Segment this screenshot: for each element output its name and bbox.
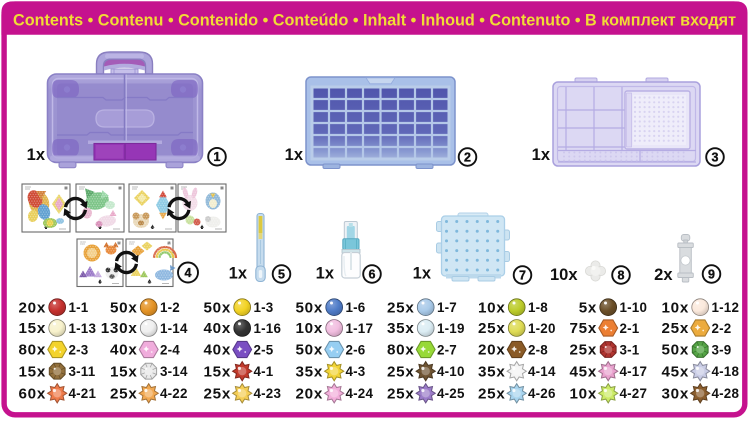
svg-text:1-17: 1-17	[346, 321, 374, 336]
svg-text:3-14: 3-14	[160, 364, 188, 379]
svg-text:15x: 15x	[110, 363, 138, 380]
svg-text:25x: 25x	[478, 386, 506, 403]
svg-text:4-21: 4-21	[69, 386, 97, 401]
svg-text:1-14: 1-14	[160, 321, 188, 336]
svg-text:1-16: 1-16	[254, 321, 282, 336]
svg-text:40x: 40x	[203, 342, 231, 359]
svg-text:10x: 10x	[550, 266, 578, 284]
svg-text:50x: 50x	[203, 299, 231, 316]
svg-text:35x: 35x	[478, 363, 506, 380]
svg-text:15x: 15x	[18, 363, 46, 380]
svg-text:2-4: 2-4	[160, 342, 180, 357]
svg-text:9: 9	[708, 267, 715, 281]
svg-text:1-20: 1-20	[528, 321, 556, 336]
svg-text:20x: 20x	[478, 342, 506, 359]
svg-text:3-1: 3-1	[620, 342, 640, 357]
svg-text:2-5: 2-5	[254, 342, 274, 357]
svg-text:15x: 15x	[18, 320, 46, 337]
svg-text:2-3: 2-3	[69, 342, 89, 357]
svg-text:5x: 5x	[579, 299, 598, 316]
svg-text:2-8: 2-8	[528, 342, 548, 357]
svg-text:50x: 50x	[295, 299, 323, 316]
svg-text:1x: 1x	[413, 265, 432, 283]
svg-text:25x: 25x	[387, 386, 415, 403]
svg-text:4-28: 4-28	[712, 386, 740, 401]
svg-text:4-25: 4-25	[437, 386, 465, 401]
svg-text:45x: 45x	[569, 363, 597, 380]
svg-text:1x: 1x	[316, 265, 335, 283]
svg-text:Contents • Contenu • Contenido: Contents • Contenu • Contenido • Conteúd…	[13, 12, 736, 30]
svg-text:2: 2	[464, 150, 471, 164]
svg-text:1-2: 1-2	[160, 300, 180, 315]
svg-text:8: 8	[618, 268, 625, 282]
svg-text:1: 1	[214, 150, 221, 164]
svg-text:4-23: 4-23	[254, 386, 282, 401]
svg-text:2-7: 2-7	[437, 342, 457, 357]
svg-text:25x: 25x	[387, 363, 415, 380]
svg-text:1x: 1x	[229, 265, 248, 283]
svg-text:80x: 80x	[387, 342, 415, 359]
svg-text:35x: 35x	[387, 320, 415, 337]
svg-text:80x: 80x	[18, 342, 46, 359]
svg-text:4-26: 4-26	[528, 386, 556, 401]
svg-text:50x: 50x	[661, 342, 689, 359]
svg-text:2x: 2x	[654, 266, 673, 284]
svg-text:1-19: 1-19	[437, 321, 465, 336]
svg-text:3: 3	[712, 150, 719, 164]
svg-text:4-18: 4-18	[712, 364, 740, 379]
svg-text:1-8: 1-8	[528, 300, 548, 315]
svg-text:25x: 25x	[569, 342, 597, 359]
svg-text:50x: 50x	[295, 342, 323, 359]
svg-text:15x: 15x	[203, 363, 231, 380]
svg-text:1-3: 1-3	[254, 300, 274, 315]
svg-text:4-14: 4-14	[528, 364, 556, 379]
svg-text:20x: 20x	[18, 299, 46, 316]
svg-text:2-2: 2-2	[712, 321, 732, 336]
svg-text:10x: 10x	[295, 320, 323, 337]
svg-text:25x: 25x	[110, 386, 138, 403]
svg-text:20x: 20x	[295, 386, 323, 403]
svg-text:6: 6	[369, 267, 376, 281]
svg-text:40x: 40x	[110, 342, 138, 359]
svg-text:75x: 75x	[569, 320, 597, 337]
svg-text:4-1: 4-1	[254, 364, 274, 379]
svg-text:40x: 40x	[203, 320, 231, 337]
svg-text:25x: 25x	[203, 386, 231, 403]
svg-text:7: 7	[519, 268, 526, 282]
svg-text:35x: 35x	[295, 363, 323, 380]
svg-text:4-17: 4-17	[620, 364, 648, 379]
svg-text:5: 5	[278, 267, 285, 281]
svg-text:4-24: 4-24	[346, 386, 374, 401]
svg-text:2-6: 2-6	[346, 342, 366, 357]
svg-text:1-13: 1-13	[69, 321, 97, 336]
svg-text:50x: 50x	[110, 299, 138, 316]
svg-text:1-7: 1-7	[437, 300, 457, 315]
svg-text:130x: 130x	[101, 320, 138, 337]
svg-text:60x: 60x	[18, 386, 46, 403]
svg-text:25x: 25x	[478, 320, 506, 337]
svg-text:1x: 1x	[285, 146, 304, 164]
svg-text:25x: 25x	[387, 299, 415, 316]
svg-text:45x: 45x	[661, 363, 689, 380]
svg-text:10x: 10x	[478, 299, 506, 316]
svg-text:3-11: 3-11	[69, 364, 96, 379]
svg-text:1x: 1x	[27, 146, 46, 164]
svg-text:10x: 10x	[661, 299, 689, 316]
svg-text:1-1: 1-1	[69, 300, 89, 315]
svg-text:1-10: 1-10	[620, 300, 648, 315]
svg-text:2-1: 2-1	[620, 321, 640, 336]
svg-text:3-9: 3-9	[712, 342, 732, 357]
svg-text:10x: 10x	[569, 386, 597, 403]
svg-text:1-12: 1-12	[712, 300, 740, 315]
svg-text:4-10: 4-10	[437, 364, 465, 379]
svg-text:1-6: 1-6	[346, 300, 366, 315]
svg-text:4-3: 4-3	[346, 364, 366, 379]
svg-text:4: 4	[185, 266, 192, 280]
svg-text:30x: 30x	[661, 386, 689, 403]
svg-text:4-27: 4-27	[620, 386, 648, 401]
svg-text:1x: 1x	[532, 146, 551, 164]
svg-text:25x: 25x	[661, 320, 689, 337]
svg-text:4-22: 4-22	[160, 386, 188, 401]
